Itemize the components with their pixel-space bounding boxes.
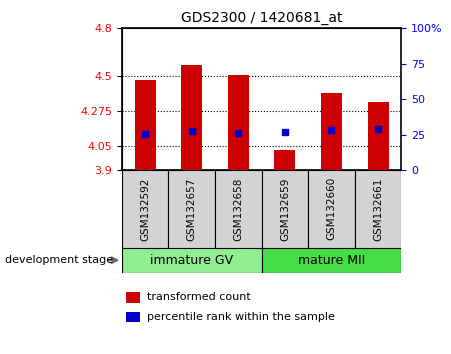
Text: GSM132659: GSM132659 xyxy=(280,177,290,241)
Bar xyxy=(228,75,249,170)
Bar xyxy=(168,170,215,248)
Bar xyxy=(308,170,355,248)
Bar xyxy=(262,248,401,273)
Text: transformed count: transformed count xyxy=(147,292,250,302)
Bar xyxy=(122,170,168,248)
Text: GSM132660: GSM132660 xyxy=(327,177,336,240)
Text: percentile rank within the sample: percentile rank within the sample xyxy=(147,312,335,322)
Text: GSM132658: GSM132658 xyxy=(233,177,243,241)
Text: immature GV: immature GV xyxy=(150,254,233,267)
Text: GSM132661: GSM132661 xyxy=(373,177,383,241)
Bar xyxy=(262,170,308,248)
Text: GSM132592: GSM132592 xyxy=(140,177,150,241)
Bar xyxy=(215,170,262,248)
Bar xyxy=(368,102,389,170)
Bar xyxy=(122,248,262,273)
Title: GDS2300 / 1420681_at: GDS2300 / 1420681_at xyxy=(181,11,342,24)
Bar xyxy=(134,80,156,170)
Text: mature MII: mature MII xyxy=(298,254,365,267)
Bar xyxy=(321,93,342,170)
Bar xyxy=(274,150,295,170)
Bar xyxy=(355,170,401,248)
Text: GSM132657: GSM132657 xyxy=(187,177,197,241)
Bar xyxy=(181,65,202,170)
Text: development stage: development stage xyxy=(5,255,113,265)
